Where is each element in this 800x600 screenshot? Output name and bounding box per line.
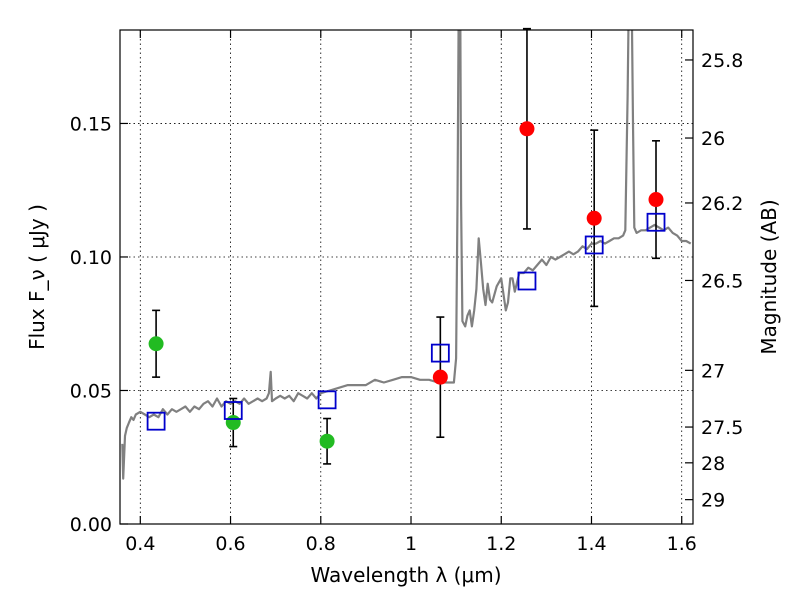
magnitude-axis-label: Magnitude (AB): [757, 199, 781, 354]
magnitude-tick-label: 25.8: [701, 50, 743, 72]
near-ir-photometry-point: [432, 369, 448, 385]
near-ir-photometry-point: [586, 210, 602, 226]
magnitude-tick-label: 26.5: [701, 270, 743, 292]
spectrum-layer: [121, 30, 692, 480]
y-tick-label: 0.00: [70, 514, 112, 536]
x-tick-label: 1.6: [667, 533, 697, 555]
magnitude-tick-label: 27.5: [701, 417, 743, 439]
magnitude-tick-label: 26: [701, 128, 725, 150]
y-axis-label: Flux F_ν ( μJy ): [25, 204, 49, 350]
magnitude-tick-label: 29: [701, 490, 725, 512]
optical-photometry-point: [148, 336, 164, 352]
x-axis-ticks: 0.4 0.6 0.8 1 1.2 1.4 1.6: [125, 30, 697, 555]
plot-frame: [119, 29, 694, 525]
magnitude-tick-label: 28: [701, 453, 725, 475]
x-axis-label: Wavelength λ (μm): [310, 563, 501, 587]
model-synthetic-photometry-point: [517, 271, 537, 291]
x-tick-label: 1.2: [486, 533, 516, 555]
model-synthetic-photometry-point: [430, 343, 450, 363]
model-synthetic-photometry-point: [146, 411, 166, 431]
optical-photometry-point: [225, 415, 241, 431]
near-ir-photometry-point: [519, 121, 535, 137]
y-tick-label: 0.15: [70, 113, 112, 135]
x-tick-label: 0.6: [215, 533, 245, 555]
y-tick-label: 0.05: [70, 380, 112, 402]
x-tick-label: 0.4: [125, 533, 155, 555]
data-markers: [146, 121, 666, 449]
magnitude-tick-label: 26.2: [701, 193, 743, 215]
x-tick-label: 1: [405, 533, 417, 555]
y-tick-label: 0.10: [70, 247, 112, 269]
x-tick-label: 1.4: [576, 533, 606, 555]
magnitude-tick-label: 27: [701, 360, 725, 382]
y-axis-ticks: 0.00 0.05 0.10 0.15: [70, 113, 128, 536]
magnitude-axis-ticks: 25.8 26 26.2 26.5 27 27.5 28 29: [685, 50, 743, 512]
model-synthetic-photometry-point: [584, 235, 604, 255]
model-synthetic-photometry-point: [317, 390, 337, 410]
near-ir-photometry-point: [648, 192, 664, 208]
x-tick-label: 0.8: [306, 533, 336, 555]
model-synthetic-photometry-point: [223, 401, 243, 420]
plot-area: [120, 30, 693, 524]
grid-lines: [120, 30, 693, 524]
model-spectrum-line: [121, 30, 692, 480]
model-synthetic-photometry-point: [646, 212, 666, 232]
optical-photometry-point: [319, 433, 335, 449]
